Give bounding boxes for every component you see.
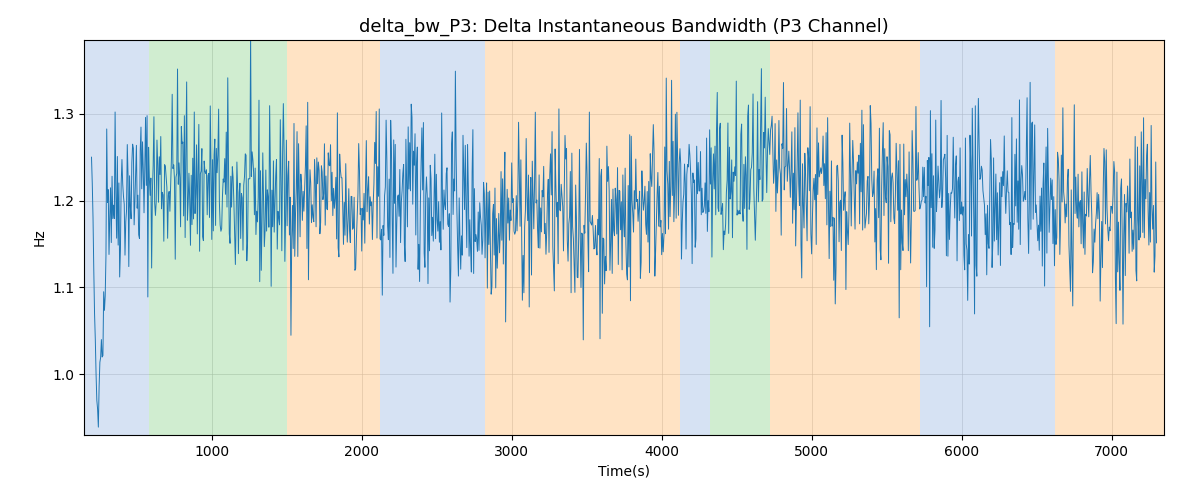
Bar <box>149 40 287 435</box>
Bar <box>84 40 149 435</box>
Bar <box>919 40 1055 435</box>
Bar <box>1055 40 1164 435</box>
Bar <box>287 40 379 435</box>
X-axis label: Time(s): Time(s) <box>598 464 650 478</box>
Bar <box>709 40 769 435</box>
Title: delta_bw_P3: Delta Instantaneous Bandwidth (P3 Channel): delta_bw_P3: Delta Instantaneous Bandwid… <box>359 18 889 36</box>
Bar <box>485 40 679 435</box>
Bar <box>769 40 919 435</box>
Bar <box>679 40 709 435</box>
Bar <box>379 40 485 435</box>
Y-axis label: Hz: Hz <box>32 228 47 246</box>
